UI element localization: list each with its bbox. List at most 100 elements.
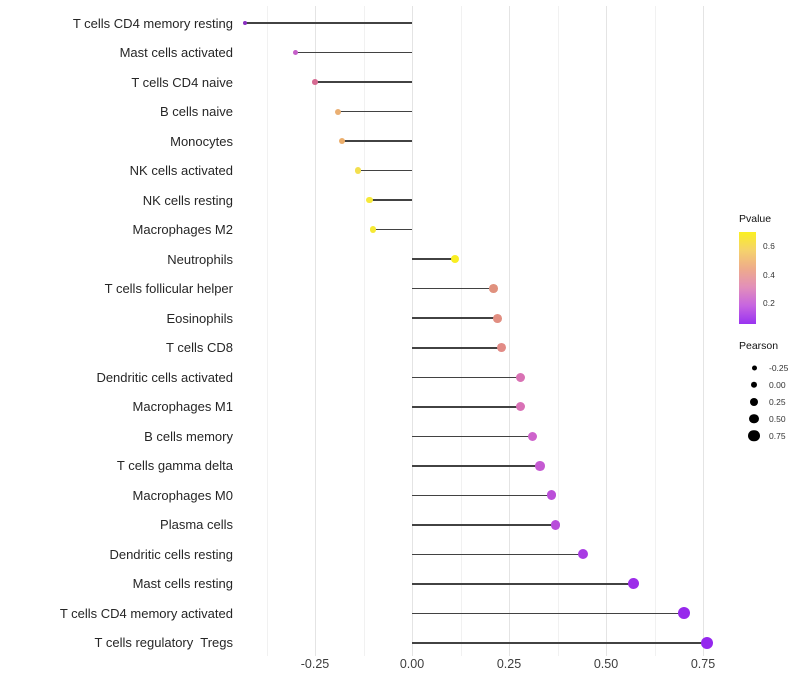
- pearson-legend-label: 0.50: [769, 413, 786, 424]
- pearson-legend-dot-cell: [747, 376, 761, 393]
- lollipop-stem: [295, 51, 412, 54]
- lollipop-stem: [412, 287, 494, 290]
- lollipop-dot: [493, 313, 502, 323]
- category-label: Macrophages M1: [132, 399, 233, 415]
- pearson-legend-entry: 0.75: [739, 427, 786, 444]
- gridline: [315, 6, 316, 656]
- lollipop-stem: [412, 258, 455, 260]
- lollipop-stem: [338, 110, 412, 113]
- category-label: NK cells resting: [142, 192, 233, 208]
- lollipop-dot: [293, 49, 299, 56]
- pearson-legend-label: 0.75: [769, 430, 786, 441]
- category-label: Dendritic cells resting: [109, 546, 233, 562]
- pearson-legend-label: 0.25: [769, 396, 786, 407]
- gridline: [460, 6, 462, 656]
- lollipop-stem: [412, 317, 498, 319]
- pearson-legend-entries: -0.25 0.00 0.25 0.50 0.75: [739, 359, 788, 444]
- pvalue-tick-notch: [767, 246, 772, 247]
- gridline: [509, 6, 510, 656]
- category-label: Neutrophils: [167, 251, 233, 267]
- category-label: Macrophages M2: [132, 222, 233, 238]
- pearson-legend-dot: [748, 429, 760, 442]
- gridline: [363, 6, 365, 656]
- pearson-legend-entry: 0.00: [739, 376, 786, 393]
- pvalue-gradient-wrap: 0.6 0.4 0.2: [739, 232, 775, 324]
- category-label: Mast cells activated: [119, 45, 233, 60]
- category-label: Dendritic cells activated: [96, 369, 233, 385]
- lollipop-dot: [527, 431, 537, 441]
- lollipop-dot: [550, 519, 561, 530]
- pvalue-gradient-bar: [739, 232, 756, 324]
- pearson-legend-dot-cell: [747, 427, 761, 444]
- x-tick-label: 0.75: [690, 657, 716, 671]
- x-tick-label: 0.25: [496, 657, 522, 671]
- pearson-legend: Pearson -0.25 0.00 0.25 0.50 0.75: [739, 340, 788, 444]
- category-label: T cells CD4 memory activated: [59, 605, 233, 621]
- category-label: Plasma cells: [160, 517, 233, 533]
- lollipop-dot: [450, 255, 459, 264]
- category-label: B cells memory: [144, 428, 233, 444]
- pearson-legend-dot-cell: [747, 359, 761, 376]
- category-label: T cells CD4 memory resting: [72, 15, 233, 31]
- pearson-legend-title: Pearson: [739, 340, 779, 352]
- gridline: [557, 6, 559, 656]
- category-label: T cells follicular helper: [104, 281, 233, 297]
- category-label: NK cells activated: [129, 163, 233, 179]
- lollipop-stem: [412, 465, 540, 467]
- lollipop-dot: [335, 108, 342, 115]
- pvalue-legend-title: Pvalue: [739, 213, 772, 225]
- lollipop-stem: [412, 435, 533, 437]
- category-label: Mast cells resting: [132, 576, 233, 592]
- category-label: Eosinophils: [166, 310, 234, 326]
- pearson-legend-entry: -0.25: [739, 359, 788, 376]
- lollipop-dot: [577, 549, 588, 560]
- pearson-legend-dot: [750, 381, 758, 388]
- gridline: [266, 6, 268, 656]
- pearson-legend-dot: [750, 397, 758, 406]
- category-label: T cells gamma delta: [116, 458, 233, 474]
- lollipop-dot: [516, 372, 526, 382]
- category-label: Monocytes: [170, 133, 233, 149]
- gridline: [412, 6, 413, 656]
- category-label: T cells CD4 naive: [131, 74, 233, 90]
- category-label: T cells regulatory Tregs: [94, 635, 233, 651]
- lollipop-dot: [354, 167, 361, 174]
- lollipop-stem: [412, 376, 521, 378]
- gridline: [703, 6, 704, 656]
- pearson-legend-entry: 0.50: [739, 410, 786, 427]
- gridline: [654, 6, 656, 656]
- lollipop-stem: [412, 347, 502, 349]
- lollipop-stem: [412, 583, 634, 585]
- lollipop-dot: [489, 284, 498, 293]
- lollipop-dot: [677, 607, 690, 620]
- pearson-legend-dot: [751, 365, 757, 370]
- pvalue-tick-notch: [767, 303, 772, 304]
- x-tick-label: 0.00: [399, 657, 425, 671]
- gridline: [606, 6, 607, 656]
- pearson-legend-dot-cell: [747, 410, 761, 427]
- category-label: Macrophages M0: [132, 487, 233, 503]
- category-label: T cells CD8: [166, 340, 233, 356]
- pearson-legend-entry: 0.25: [739, 393, 786, 410]
- lollipop-stem: [373, 228, 412, 231]
- category-label: B cells naive: [160, 104, 233, 120]
- lollipop-dot: [516, 402, 526, 412]
- lollipop-stem: [315, 81, 412, 83]
- lollipop-dot: [627, 578, 639, 590]
- lollipop-dot: [243, 20, 248, 26]
- lollipop-dot: [366, 196, 373, 204]
- pearson-legend-label: -0.25: [769, 362, 789, 373]
- pvalue-legend: Pvalue 0.6 0.4 0.2: [739, 213, 775, 324]
- lollipop-stem: [412, 406, 521, 408]
- pearson-legend-dot: [749, 413, 759, 424]
- pvalue-tick-notch: [767, 274, 772, 276]
- lollipop-stem: [412, 612, 684, 615]
- lollipop-stem: [412, 553, 583, 556]
- pearson-legend-label: 0.00: [769, 379, 786, 390]
- lollipop-stem: [412, 642, 707, 644]
- lollipop-dot: [546, 490, 557, 501]
- lollipop-stem: [412, 494, 552, 497]
- lollipop-dot: [312, 79, 318, 85]
- lollipop-dot: [369, 226, 377, 233]
